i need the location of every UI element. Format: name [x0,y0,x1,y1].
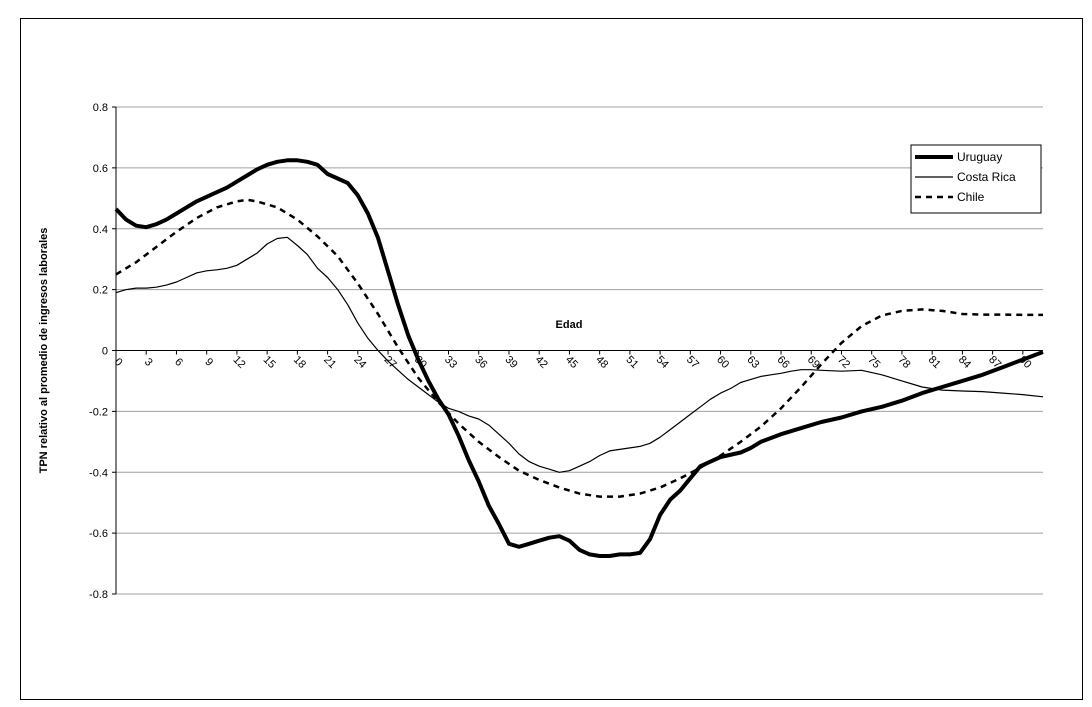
y-tick-label: 0.6 [93,163,108,175]
axes [112,106,1043,595]
y-tick-label: 0.4 [93,224,108,236]
x-tick-label: 66 [775,354,792,371]
x-tick-label: 75 [865,354,882,371]
x-tick-label: 45 [563,354,580,371]
x-tick-label: 54 [654,354,671,371]
x-tick-label: 84 [956,354,973,371]
x-tick-label: 51 [623,354,640,371]
x-tick-label: 15 [261,354,278,371]
legend: Uruguay Costa Rica Chile [910,144,1042,214]
x-tick-label: 12 [230,354,247,371]
legend-label-chile: Chile [957,190,985,204]
y-tick-label: 0 [102,346,108,358]
x-tick-label: 72 [835,354,852,371]
y-tick-label: -0.4 [89,467,108,479]
y-tick-label: -0.6 [89,528,108,540]
x-tick-label: 42 [533,354,550,371]
x-tick-label: 48 [593,354,610,371]
x-axis-title: Edad [556,319,583,331]
x-tick-label: 33 [442,354,459,371]
x-tick-label: 81 [926,354,943,371]
x-tick-label: 78 [895,354,912,371]
series-line-chile [115,198,1043,498]
line-chart: 0.80.60.40.20-0.2-0.4-0.6-0.80 3 6 9 12 15 18 2… [38,102,1044,601]
x-tick-label: 21 [321,354,338,371]
x-tick-label: 36 [472,354,489,371]
gridlines [116,106,1043,595]
y-tick-label: -0.8 [89,589,108,601]
y-tick-label: 0.2 [93,285,108,297]
y-tick-label: 0.8 [93,102,108,114]
x-tick-label: 69 [805,354,822,371]
x-tick-label: 0 [112,356,125,369]
x-tick-label: 63 [744,354,761,371]
x-tick-label: 39 [503,354,520,371]
series-lines [114,158,1044,558]
chart-frame: 0.8 0.6 0.4 0.2 0 -0.2 -0.4 -0.6 -0.8 0 3 6 9 12 15 18 2… [20,18,1083,700]
legend-label-costa-rica: Costa Rica [957,170,1016,184]
x-tick-label: 9 [202,356,215,369]
legend-label-uruguay: Uruguay [957,150,1002,164]
series-line-uruguay [114,158,1044,558]
x-tick-label: 3 [142,356,155,369]
y-tick-label: -0.2 [89,406,108,418]
x-tick-label: 60 [714,354,731,371]
x-tick-label: 18 [291,354,308,371]
x-tick-label: 57 [684,354,701,371]
series-line-costa-rica [115,236,1044,473]
x-tick-label: 24 [351,354,368,371]
tick-labels: 0.80.60.40.20-0.2-0.4-0.6-0.80 3 6 9 12 15 18 2… [89,102,1034,601]
x-tick-label: 30 [412,354,429,371]
y-axis-title: TPN relativo al promedio de ingresos lab… [38,228,50,474]
x-tick-label: 6 [172,356,185,369]
